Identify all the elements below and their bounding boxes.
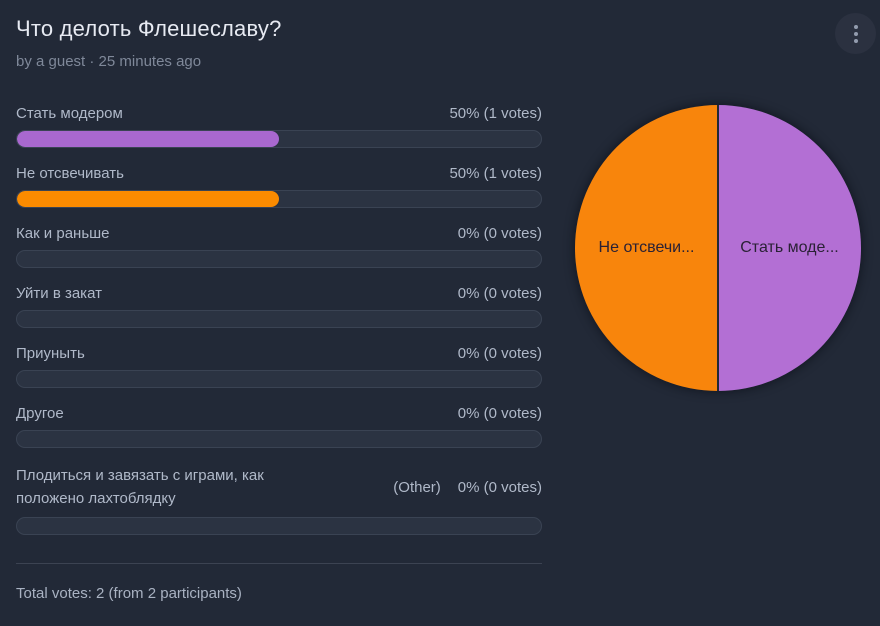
option-head: Приуныть 0% (0 votes) [16,344,542,363]
poll-options-list: Стать модером 50% (1 votes) Не отсвечива… [16,104,542,602]
option-head: Как и раньше 0% (0 votes) [16,224,542,243]
option-bar-track [16,430,542,448]
menu-button[interactable] [835,13,876,54]
page-title: Что делоть Флешеславу? [16,16,282,41]
menu-dot [853,24,858,29]
byline: by a guest · 25 minutes ago [16,53,202,70]
menu-dot [853,31,858,36]
option-label: Стать модером [16,105,123,122]
option-percent-text: 0% (0 votes) [457,478,542,496]
option-bar-track [16,190,542,208]
menu-dot [853,38,858,43]
option-percent-text: 0% (0 votes) [457,225,542,242]
option-head: Уйти в закат 0% (0 votes) [16,284,542,303]
option-percent-text: 50% (1 votes) [449,165,542,182]
option-bar-fill [17,131,279,147]
option-percent-text: 50% (1 votes) [449,105,542,122]
total-votes: Total votes: 2 (from 2 participants) [16,585,242,602]
option-label: Уйти в закат [16,285,102,302]
option-percent-text: 0% (0 votes) [457,345,542,362]
option-bar-track [16,130,542,148]
pie-divider-line [717,105,719,391]
option-head: Другое 0% (0 votes) [16,404,542,423]
poll-option: Плодиться и завязать с играми, как полож… [16,464,542,535]
option-bar-fill [17,191,279,207]
option-bar-track [16,310,542,328]
option-bar-track [16,517,542,535]
option-label: Не отсвечивать [16,165,124,182]
option-head: Стать модером 50% (1 votes) [16,104,542,123]
poll-option: Стать модером 50% (1 votes) [16,104,542,148]
option-label: Другое [16,405,64,422]
pie-label-right: Стать моде... [740,239,839,256]
kebab-menu-icon [853,24,858,43]
option-percent-text: 0% (0 votes) [457,405,542,422]
poll-header: Что делоть Флешеславу? by a guest · 25 m… [16,16,820,70]
option-other-tag: (Other) [393,478,441,496]
poll-option: Другое 0% (0 votes) [16,404,542,448]
option-label: Приуныть [16,345,85,362]
pie-chart: Не отсвечи... Стать моде... [575,105,861,391]
poll-option: Уйти в закат 0% (0 votes) [16,284,542,328]
divider [16,563,542,564]
option-bar-track [16,370,542,388]
pie-chart-area: Не отсвечи... Стать моде... [575,105,861,391]
poll-option: Не отсвечивать 50% (1 votes) [16,164,542,208]
option-head: Не отсвечивать 50% (1 votes) [16,164,542,183]
option-percent-text: 0% (0 votes) [457,285,542,302]
poll-option: Приуныть 0% (0 votes) [16,344,542,388]
pie-label-left: Не отсвечи... [598,239,695,256]
option-label: Плодиться и завязать с играми, как полож… [16,467,264,507]
option-bar-track [16,250,542,268]
option-head: Плодиться и завязать с играми, как полож… [16,464,542,510]
option-label: Как и раньше [16,225,110,242]
poll-option: Как и раньше 0% (0 votes) [16,224,542,268]
option-stats: (Other) 0% (0 votes) [393,479,542,496]
